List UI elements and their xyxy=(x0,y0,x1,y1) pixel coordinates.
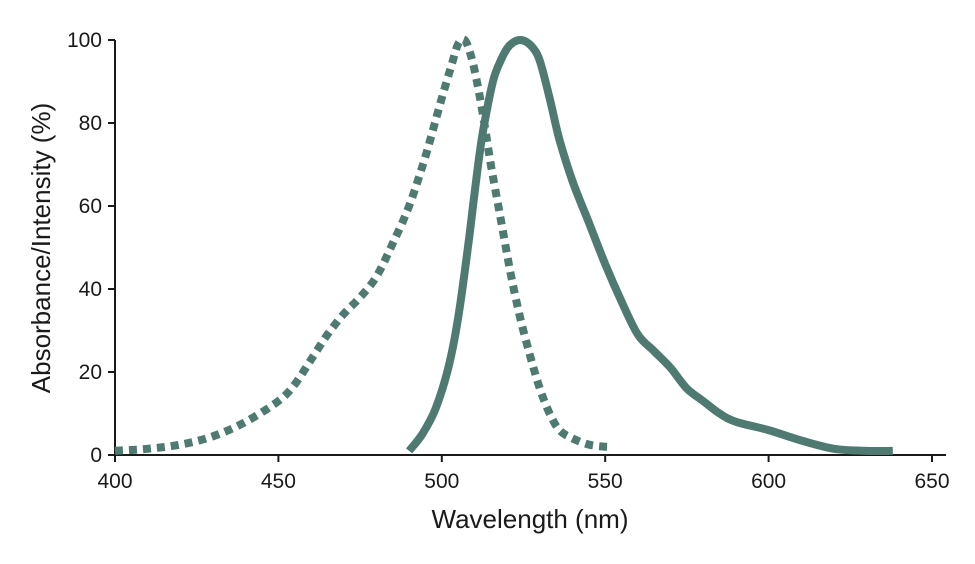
x-tick-label-400: 400 xyxy=(97,470,132,493)
y-tick-label-80: 80 xyxy=(79,112,102,135)
series-group xyxy=(114,35,893,456)
y-axis-title: Absorbance/Intensity (%) xyxy=(26,103,56,393)
y-tick-label-20: 20 xyxy=(79,361,102,384)
y-tick-label-60: 60 xyxy=(79,195,102,218)
x-tick-label-500: 500 xyxy=(424,470,459,493)
x-tick-label-600: 600 xyxy=(751,470,786,493)
x-axis-title: Wavelength (nm) xyxy=(432,504,629,534)
x-tick-label-650: 650 xyxy=(914,470,949,493)
y-tick-label-40: 40 xyxy=(79,278,102,301)
y-tick-label-100: 100 xyxy=(67,29,102,52)
y-tick-label-0: 0 xyxy=(90,444,102,467)
absorbance-dotted-line xyxy=(114,35,612,455)
x-tick-label-550: 550 xyxy=(588,470,623,493)
emission-solid-line xyxy=(405,36,893,456)
x-tick-label-450: 450 xyxy=(261,470,296,493)
axes xyxy=(114,40,946,456)
ticks: 400 450 500 550 600 650 0 20 40 60 80 100 xyxy=(67,29,950,493)
